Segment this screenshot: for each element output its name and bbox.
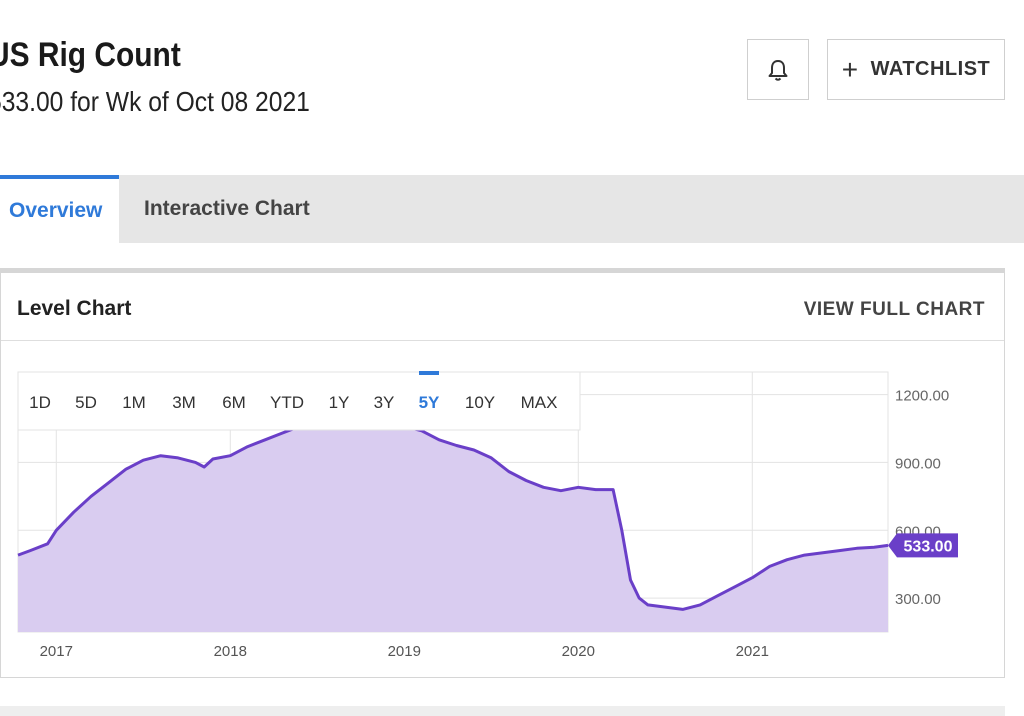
badge-label: 533.00 (904, 538, 953, 555)
x-tick-label: 2021 (736, 643, 769, 660)
x-tick-label: 2017 (40, 643, 73, 660)
badge-shape (888, 533, 958, 558)
y-tick-label: 1200.00 (895, 388, 949, 405)
x-axis: 2017 2018 2019 2020 2021 (40, 643, 769, 660)
watchlist-button[interactable]: + WATCHLIST (827, 39, 1005, 100)
last-value-badge: 533.00 (888, 533, 958, 558)
plus-icon: + (841, 53, 859, 85)
page-subtitle: 533.00 for Wk of Oct 08 2021 (0, 86, 310, 117)
card-title: Level Chart (17, 297, 132, 320)
tab-bar: Overview Interactive Chart (0, 175, 1024, 243)
range-ytd[interactable]: YTD (270, 393, 304, 412)
x-tick-label: 2018 (214, 643, 247, 660)
range-1m[interactable]: 1M (122, 393, 146, 412)
series-line (17, 421, 889, 611)
range-3m[interactable]: 3M (172, 393, 196, 412)
range-5d[interactable]: 5D (75, 393, 97, 412)
next-card-edge (0, 706, 1005, 716)
range-1d[interactable]: 1D (29, 393, 51, 412)
alert-button[interactable] (747, 39, 809, 100)
watchlist-label: WATCHLIST (870, 58, 991, 80)
y-tick-label: 300.00 (895, 591, 941, 608)
area-fill (18, 422, 888, 632)
range-active-indicator (419, 371, 439, 375)
bell-icon (768, 59, 788, 81)
card-header: Level Chart VIEW FULL CHART (1, 273, 1004, 341)
chart-area (17, 421, 889, 632)
tab-overview[interactable]: Overview (0, 175, 119, 243)
range-10y[interactable]: 10Y (465, 393, 495, 412)
x-tick-label: 2020 (562, 643, 595, 660)
page-title: US Rig Count (0, 36, 181, 74)
range-5y[interactable]: 5Y (419, 393, 440, 412)
y-tick-label: 900.00 (895, 455, 941, 472)
range-3y[interactable]: 3Y (374, 393, 395, 412)
range-1y[interactable]: 1Y (329, 393, 350, 412)
range-selector-bg (17, 371, 581, 431)
range-6m[interactable]: 6M (222, 393, 246, 412)
range-max[interactable]: MAX (521, 393, 558, 412)
x-tick-label: 2019 (388, 643, 421, 660)
range-selector: 1D 5D 1M 3M 6M YTD 1Y 3Y 5Y 10Y MAX (17, 371, 581, 431)
tab-interactive-chart[interactable]: Interactive Chart (144, 197, 310, 220)
view-full-chart-link[interactable]: VIEW FULL CHART (803, 299, 985, 320)
